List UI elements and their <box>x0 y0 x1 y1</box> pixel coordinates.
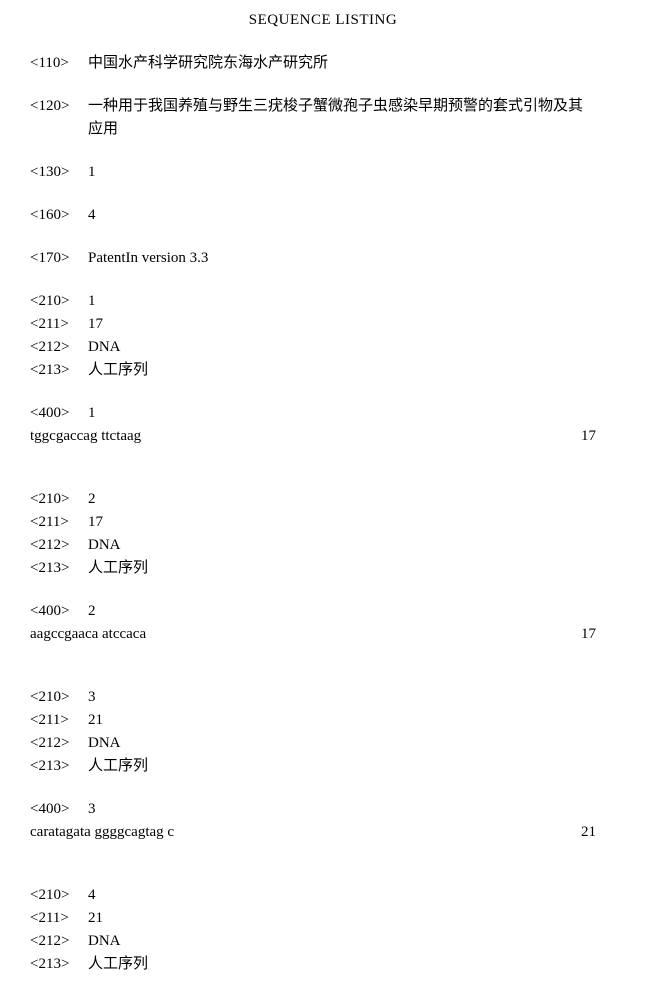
value-210: 4 <box>88 885 616 906</box>
value-213: 人工序列 <box>88 558 616 579</box>
seq4-210: <210> 4 <box>30 885 616 906</box>
tag-211: <211> <box>30 314 88 335</box>
tag-120: <120> <box>30 96 88 117</box>
field-120-line1: <120> 一种用于我国养殖与野生三疣梭子蟹微孢子虫感染早期预警的套式引物及其 <box>30 96 616 117</box>
seq4-213: <213> 人工序列 <box>30 954 616 975</box>
value-211: 21 <box>88 710 616 731</box>
value-120-line1: 一种用于我国养殖与野生三疣梭子蟹微孢子虫感染早期预警的套式引物及其 <box>88 96 616 117</box>
tag-210: <210> <box>30 489 88 510</box>
seq1-sequence: tggcgaccag ttctaag <box>30 426 141 447</box>
seq2-211: <211> 17 <box>30 512 616 533</box>
value-211: 17 <box>88 512 616 533</box>
field-130: <130> 1 <box>30 162 616 183</box>
field-170: <170> PatentIn version 3.3 <box>30 248 616 269</box>
field-120-line2: 应用 <box>30 119 616 140</box>
value-170: PatentIn version 3.3 <box>88 248 616 269</box>
tag-110: <110> <box>30 53 88 74</box>
tag-212: <212> <box>30 535 88 556</box>
value-210: 3 <box>88 687 616 708</box>
seq3-213: <213> 人工序列 <box>30 756 616 777</box>
value-120-line2: 应用 <box>88 119 616 140</box>
seq3-210: <210> 3 <box>30 687 616 708</box>
tag-210: <210> <box>30 291 88 312</box>
tag-213: <213> <box>30 360 88 381</box>
seq3-length: 21 <box>581 822 616 843</box>
seq3-sequence-row: caratagata ggggcagtag c 21 <box>30 822 616 843</box>
value-400: 2 <box>88 601 616 622</box>
seq2-212: <212> DNA <box>30 535 616 556</box>
value-212: DNA <box>88 931 616 952</box>
value-210: 1 <box>88 291 616 312</box>
seq4-212: <212> DNA <box>30 931 616 952</box>
seq2-400: <400> 2 <box>30 601 616 622</box>
seq2-sequence: aagccgaaca atccaca <box>30 624 146 645</box>
tag-212: <212> <box>30 337 88 358</box>
value-213: 人工序列 <box>88 954 616 975</box>
tag-170: <170> <box>30 248 88 269</box>
tag-212: <212> <box>30 931 88 952</box>
value-213: 人工序列 <box>88 360 616 381</box>
field-110: <110> 中国水产科学研究院东海水产研究所 <box>30 53 616 74</box>
value-211: 17 <box>88 314 616 335</box>
seq1-210: <210> 1 <box>30 291 616 312</box>
seq3-211: <211> 21 <box>30 710 616 731</box>
tag-120-blank <box>30 119 88 140</box>
seq4-211: <211> 21 <box>30 908 616 929</box>
seq3-400: <400> 3 <box>30 799 616 820</box>
seq2-210: <210> 2 <box>30 489 616 510</box>
value-212: DNA <box>88 733 616 754</box>
tag-212: <212> <box>30 733 88 754</box>
seq1-length: 17 <box>581 426 616 447</box>
value-212: DNA <box>88 337 616 358</box>
tag-213: <213> <box>30 558 88 579</box>
field-160: <160> 4 <box>30 205 616 226</box>
value-130: 1 <box>88 162 616 183</box>
value-212: DNA <box>88 535 616 556</box>
value-210: 2 <box>88 489 616 510</box>
seq1-sequence-row: tggcgaccag ttctaag 17 <box>30 426 616 447</box>
tag-211: <211> <box>30 908 88 929</box>
seq3-212: <212> DNA <box>30 733 616 754</box>
tag-160: <160> <box>30 205 88 226</box>
seq2-sequence-row: aagccgaaca atccaca 17 <box>30 624 616 645</box>
tag-400: <400> <box>30 403 88 424</box>
value-213: 人工序列 <box>88 756 616 777</box>
tag-400: <400> <box>30 799 88 820</box>
seq1-211: <211> 17 <box>30 314 616 335</box>
value-160: 4 <box>88 205 616 226</box>
tag-211: <211> <box>30 710 88 731</box>
tag-400: <400> <box>30 601 88 622</box>
tag-210: <210> <box>30 885 88 906</box>
tag-213: <213> <box>30 954 88 975</box>
page-title: SEQUENCE LISTING <box>30 10 616 31</box>
tag-213: <213> <box>30 756 88 777</box>
value-211: 21 <box>88 908 616 929</box>
tag-210: <210> <box>30 687 88 708</box>
value-400: 1 <box>88 403 616 424</box>
seq3-sequence: caratagata ggggcagtag c <box>30 822 174 843</box>
seq2-length: 17 <box>581 624 616 645</box>
value-400: 3 <box>88 799 616 820</box>
seq1-213: <213> 人工序列 <box>30 360 616 381</box>
seq1-400: <400> 1 <box>30 403 616 424</box>
tag-211: <211> <box>30 512 88 533</box>
tag-130: <130> <box>30 162 88 183</box>
seq1-212: <212> DNA <box>30 337 616 358</box>
seq2-213: <213> 人工序列 <box>30 558 616 579</box>
value-110: 中国水产科学研究院东海水产研究所 <box>88 53 616 74</box>
